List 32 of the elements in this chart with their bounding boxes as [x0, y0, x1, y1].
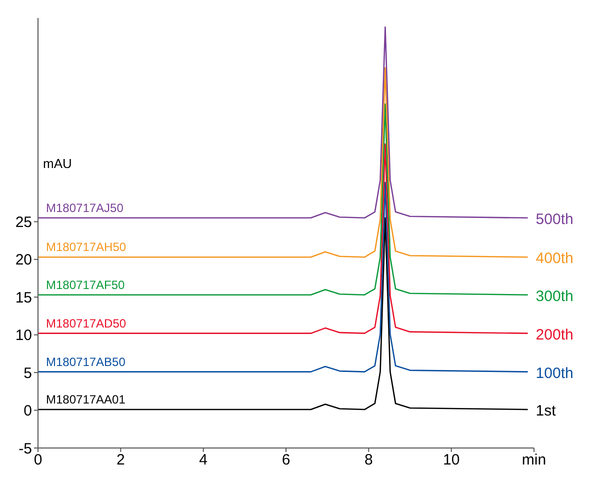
y-tick-label: 25	[15, 214, 32, 232]
x-tick-label: 8	[364, 452, 373, 469]
line-series	[38, 103, 528, 296]
series-label: 200th	[536, 326, 574, 344]
line-series	[38, 67, 528, 258]
x-tick-label: 4	[199, 452, 208, 469]
y-tick-label: 20	[15, 252, 32, 269]
annotation: M180717AA01	[46, 392, 126, 407]
annotation: M180717AF50	[46, 278, 126, 292]
y-tick-label: 0	[24, 402, 32, 420]
annotation: M180717AD50	[46, 316, 126, 330]
y-tick-label: 15	[15, 289, 32, 306]
series-label: 500th	[536, 210, 574, 228]
y-axis-title: mAU	[43, 156, 72, 171]
line-series	[38, 26, 528, 219]
line-series	[38, 182, 528, 372]
annotation: M180717AB50	[46, 354, 126, 369]
x-tick-label: 2	[116, 452, 125, 469]
y-tick-label: 5	[24, 364, 32, 382]
annotation: M180717AH50	[46, 240, 126, 254]
x-tick-label: 10	[442, 452, 460, 469]
x-tick-label: 6	[282, 452, 290, 469]
y-tick-label: -5	[18, 440, 32, 458]
series-label: 300th	[536, 288, 574, 305]
line-series	[38, 143, 528, 334]
y-tick-label: 10	[15, 327, 32, 344]
annotation: M180717AJ50	[46, 200, 124, 215]
series-label: 1st	[536, 402, 557, 420]
series-label: 100th	[536, 364, 574, 382]
line-series	[38, 217, 528, 410]
series-label: 400th	[536, 250, 574, 268]
x-tick-label: min	[522, 452, 546, 469]
